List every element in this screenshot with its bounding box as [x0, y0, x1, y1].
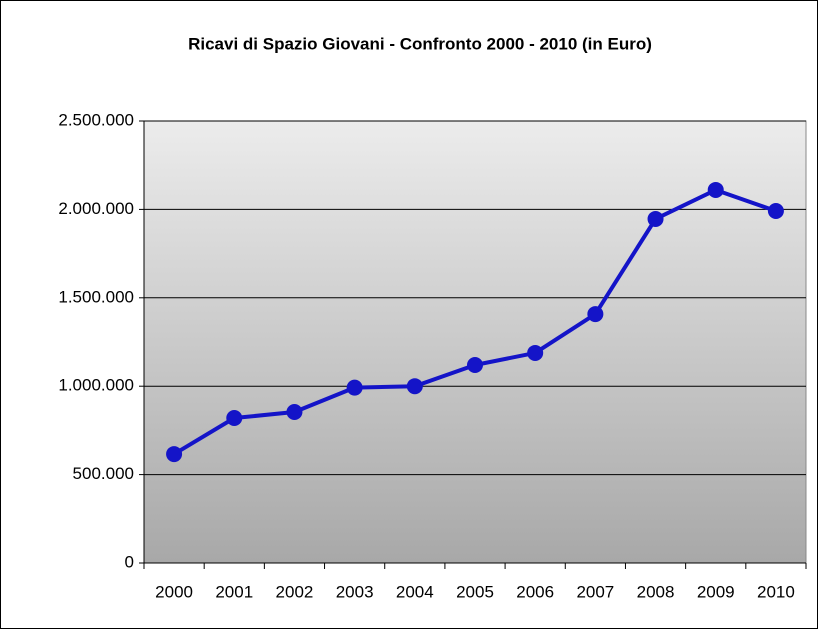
data-point	[467, 356, 483, 373]
y-tick-label: 2.000.000	[58, 199, 134, 218]
x-tick-label: 2006	[516, 582, 554, 601]
x-tick-label: 2004	[396, 582, 434, 601]
x-tick-label: 2005	[456, 582, 494, 601]
x-tick-label: 2001	[215, 582, 253, 601]
y-tick-label: 0	[125, 552, 134, 571]
data-point	[527, 344, 544, 361]
x-tick-label: 2010	[757, 582, 795, 601]
x-tick-label: 2002	[276, 582, 314, 601]
data-point	[587, 306, 604, 323]
x-tick-label: 2009	[697, 582, 735, 601]
y-tick-label: 2.500.000	[58, 110, 134, 129]
data-point	[346, 379, 363, 396]
data-point	[707, 181, 724, 198]
data-point	[767, 202, 784, 219]
y-tick-label: 1.000.000	[58, 376, 134, 395]
x-tick-label: 2008	[637, 582, 675, 601]
data-point	[647, 210, 664, 227]
plot-area	[143, 120, 807, 564]
x-tick-label: 2000	[155, 582, 193, 601]
data-point	[226, 410, 243, 427]
x-tick-label: 2007	[576, 582, 614, 601]
data-point	[166, 446, 183, 463]
x-tick-label: 2003	[336, 582, 374, 601]
data-point	[406, 378, 423, 395]
chart-title: Ricavi di Spazio Giovani - Confronto 200…	[188, 34, 652, 53]
y-tick-label: 1.500.000	[58, 287, 134, 306]
y-tick-label: 500.000	[73, 464, 134, 483]
data-point	[286, 404, 303, 421]
